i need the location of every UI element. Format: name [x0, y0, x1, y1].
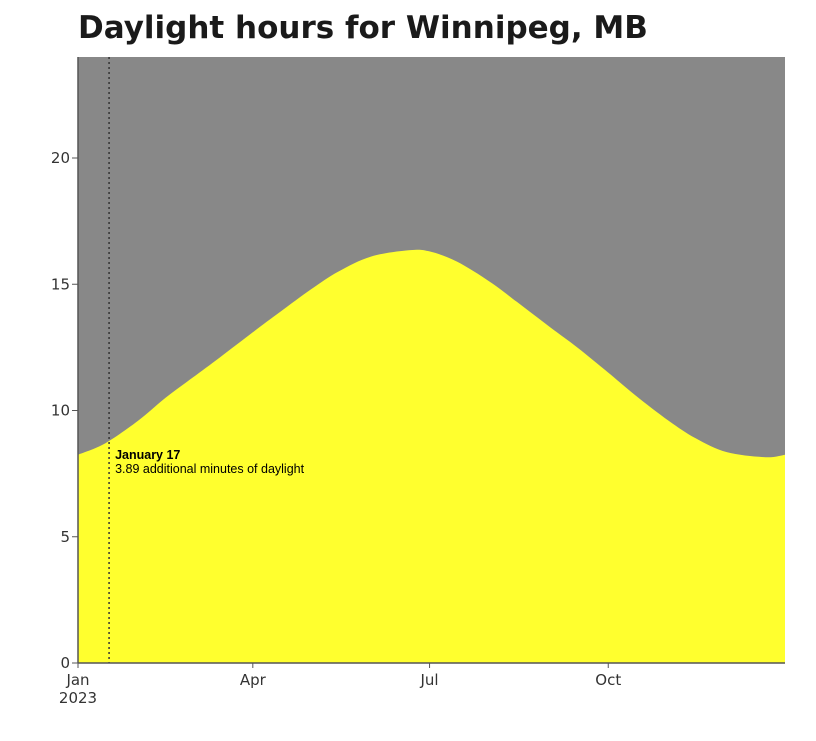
- y-tick-label: 15: [51, 275, 70, 293]
- x-tick-sublabel: 2023: [59, 689, 97, 707]
- x-tick-label: Oct: [595, 671, 621, 689]
- y-tick-label: 0: [60, 654, 70, 672]
- x-tick-label: Apr: [240, 671, 267, 689]
- y-tick-label: 20: [51, 149, 70, 167]
- x-tick-label: Jan: [65, 671, 89, 689]
- x-tick-label: Jul: [420, 671, 439, 689]
- y-tick-label: 10: [51, 402, 70, 420]
- annotation-text: 3.89 additional minutes of daylight: [115, 462, 305, 476]
- daylight-area: [78, 249, 785, 663]
- y-axis-ticks: 0 5 10 15 20: [51, 149, 78, 672]
- annotation-title: January 17: [115, 448, 180, 462]
- y-tick-label: 5: [60, 528, 70, 546]
- chart-title: Daylight hours for Winnipeg, MB: [78, 10, 648, 46]
